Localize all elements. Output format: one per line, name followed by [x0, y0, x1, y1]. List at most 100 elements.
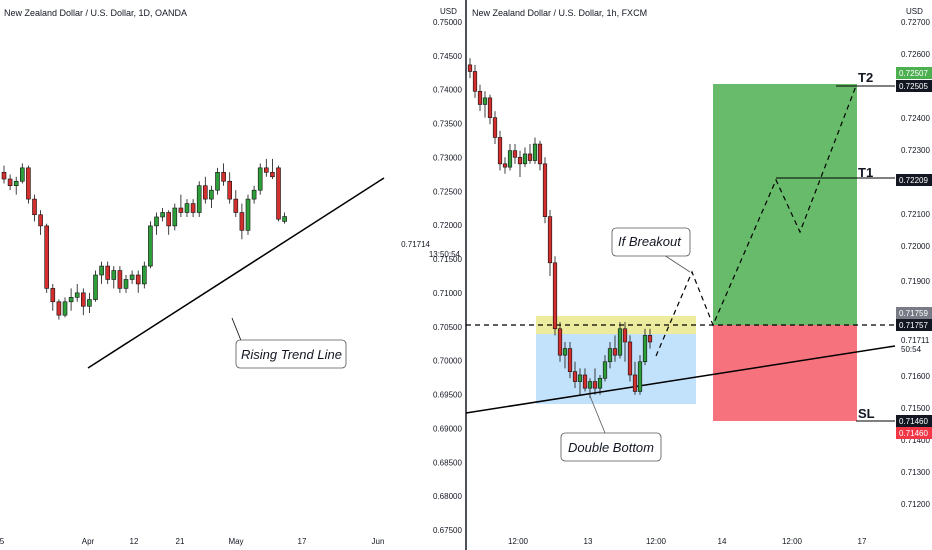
candle-body	[148, 225, 153, 267]
price-tag-label: 0.71759	[899, 309, 928, 318]
candle-body	[602, 361, 608, 379]
candle-body	[617, 328, 623, 356]
price-tag-label: 0.72209	[899, 176, 928, 185]
candle	[592, 368, 598, 395]
candle-body	[154, 216, 159, 227]
middle-y-tick-label: 0.71500	[433, 255, 462, 264]
candle	[577, 368, 583, 395]
candle	[622, 322, 628, 362]
right-x-tick-label: 14	[718, 537, 727, 546]
candle	[270, 158, 275, 180]
candle	[602, 355, 608, 382]
right-countdown: 50:54	[901, 345, 922, 354]
candle	[227, 172, 232, 204]
candle	[522, 147, 528, 168]
price-tag-background	[896, 319, 932, 331]
price-tag-label: 0.71460	[899, 429, 928, 438]
left-x-tick-label: 12	[130, 537, 139, 546]
candle-body	[99, 265, 104, 276]
candle	[233, 190, 239, 217]
candle	[512, 144, 518, 164]
candle	[557, 322, 563, 362]
candle-body	[637, 361, 643, 392]
candle	[62, 297, 68, 318]
candle	[612, 335, 618, 362]
candle-body	[487, 97, 493, 118]
middle-y-tick-label: 0.68500	[433, 458, 462, 467]
right-y-tick-label: 0.72600	[901, 50, 930, 59]
candle-body	[627, 341, 633, 376]
price-tag: 0.71759	[896, 307, 932, 319]
candle	[552, 256, 558, 336]
candle	[196, 181, 202, 217]
candle-body	[196, 185, 202, 213]
candle	[572, 361, 578, 389]
candle-body	[135, 274, 141, 285]
middle-y-tick-label: 0.69500	[433, 391, 462, 400]
candle	[502, 157, 508, 174]
price-tag: 0.71460	[896, 415, 932, 427]
candle	[467, 58, 473, 79]
candle-body	[74, 292, 80, 298]
breakout-label-box	[611, 227, 691, 257]
candle-body	[502, 163, 508, 168]
right-y-tick-label: 0.72000	[901, 242, 930, 251]
candle-body	[56, 301, 62, 316]
candle-body	[233, 198, 239, 213]
candle-body	[117, 270, 123, 289]
candle-body	[552, 262, 558, 330]
right-y-tick-label: 0.72100	[901, 210, 930, 219]
candle	[87, 292, 92, 313]
middle-y-tick-label: 0.73500	[433, 120, 462, 129]
candle-body	[172, 207, 178, 227]
candle	[160, 208, 165, 222]
candle	[617, 322, 623, 359]
candle	[1, 165, 7, 184]
price-tag: 0.72209	[896, 174, 932, 186]
right-y-tick-label: 0.71500	[901, 404, 930, 413]
candle-body	[81, 292, 86, 307]
left-x-tick-label: Jun	[372, 537, 385, 546]
middle-y-tick-label: 0.75000	[433, 18, 462, 27]
projected-price-path	[655, 85, 857, 357]
right-candles	[467, 58, 653, 399]
candle-body	[245, 198, 251, 231]
candle	[477, 84, 483, 112]
candle	[239, 203, 245, 240]
candle	[203, 176, 208, 204]
candle	[527, 144, 533, 164]
candle-body	[647, 335, 653, 343]
candle-body	[160, 212, 165, 218]
candle-body	[166, 212, 171, 227]
price-tag-background	[896, 307, 932, 319]
candle-body	[1, 172, 7, 180]
middle-y-tick-label: 0.70000	[433, 357, 462, 366]
right-current-price: 0.71711	[901, 336, 930, 345]
candle	[26, 165, 31, 204]
candle-body	[562, 348, 568, 356]
candle-body	[532, 143, 538, 161]
candle	[245, 194, 251, 235]
candle	[257, 163, 263, 195]
sl-label: SL	[858, 406, 875, 421]
support-trend-line	[465, 345, 896, 414]
rising-trend-line	[87, 177, 385, 369]
candle	[487, 94, 493, 125]
candle-body	[68, 297, 74, 303]
middle-y-tick-label: 0.68000	[433, 492, 462, 501]
candle-body	[111, 270, 117, 280]
candle	[276, 165, 281, 222]
candle-body	[477, 90, 483, 105]
middle-y-tick-label: 0.67500	[433, 526, 462, 535]
left-x-tick-label: 5	[0, 537, 5, 546]
candle	[532, 137, 538, 164]
middle-y-tick-label: 0.72500	[433, 187, 462, 196]
candle	[209, 185, 214, 209]
left-x-tick-label: May	[228, 537, 243, 546]
candle-body	[263, 167, 269, 173]
middle-axis-currency: USD	[440, 7, 457, 16]
candle-body	[50, 288, 56, 303]
candle-body	[282, 216, 287, 222]
candle	[215, 167, 220, 195]
